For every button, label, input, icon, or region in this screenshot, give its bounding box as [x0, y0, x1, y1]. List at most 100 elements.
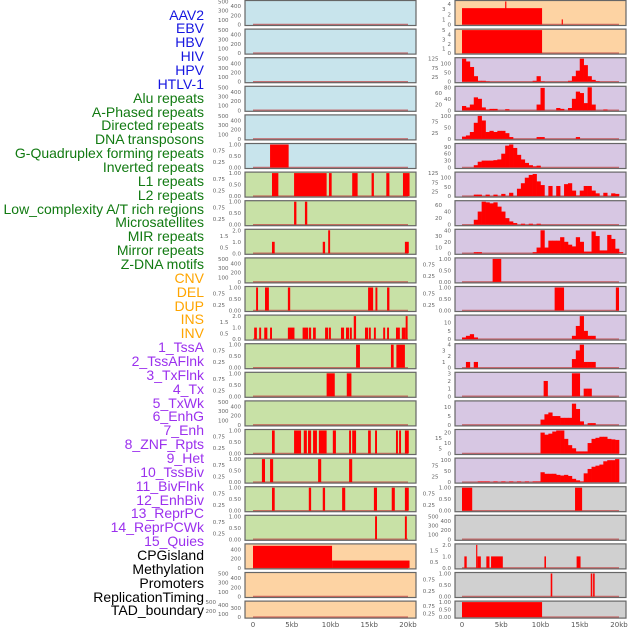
- data-bar: [497, 130, 502, 139]
- y-tick-label: 0.25: [213, 217, 226, 223]
- data-bar: [473, 337, 478, 340]
- data-bar: [346, 327, 350, 340]
- data-bar: [375, 287, 378, 311]
- data-bar: [611, 193, 616, 197]
- data-bar: [561, 19, 563, 25]
- data-bar: [396, 344, 405, 368]
- data-bar: [497, 159, 502, 168]
- data-bar: [462, 602, 543, 618]
- panel-frame: [454, 200, 627, 227]
- data-bar: [332, 430, 336, 454]
- data-bar: [532, 80, 537, 82]
- data-bar: [579, 316, 584, 340]
- track-label: Inverted repeats: [102, 158, 204, 175]
- panel-background: [245, 29, 416, 55]
- y-tick-label: 1.00: [439, 486, 452, 492]
- data-bar: [481, 80, 486, 82]
- y-tick-label: 500: [218, 28, 229, 34]
- y-tick-label: 0: [448, 23, 452, 29]
- y-tick-label: 100: [218, 590, 229, 596]
- y-tick-label: 4: [448, 343, 452, 349]
- y-tick-label: 1.0: [232, 240, 241, 246]
- data-bar: [548, 240, 553, 254]
- data-bar: [571, 246, 577, 254]
- y-tick-label: 10: [435, 246, 442, 252]
- y-tick-label: 30: [435, 234, 442, 240]
- track-label: TAD_boundary: [110, 602, 204, 619]
- data-bar: [304, 201, 308, 225]
- y-tick-label: 0.75: [213, 291, 226, 297]
- data-bar: [564, 241, 569, 254]
- data-bar: [485, 132, 490, 139]
- data-bar: [544, 247, 549, 254]
- y-tick-label: 0.50: [229, 154, 242, 160]
- track-label: Low_complexity A/T rich regions: [3, 200, 205, 217]
- data-bar: [528, 223, 533, 225]
- data-bar: [595, 437, 600, 454]
- y-tick-label: 20: [435, 216, 442, 222]
- data-bar: [352, 173, 358, 197]
- data-bar: [607, 234, 612, 254]
- data-bar: [391, 487, 395, 511]
- y-tick-label: 2: [448, 12, 452, 18]
- y-tick-label: 0.75: [213, 177, 226, 183]
- panel-frame: [454, 228, 627, 255]
- data-bar: [603, 436, 608, 454]
- data-bar: [501, 481, 506, 483]
- data-bar: [536, 181, 541, 197]
- data-bar: [294, 430, 302, 454]
- data-bar: [481, 120, 486, 139]
- data-bar: [371, 173, 374, 197]
- data-bar: [520, 159, 526, 168]
- y-tick-label: 3: [442, 348, 446, 354]
- y-tick-label: 2: [448, 354, 452, 360]
- data-bar: [571, 478, 577, 483]
- data-bar: [462, 8, 543, 25]
- x-tick-label: 15kb: [571, 621, 589, 629]
- data-bar: [524, 177, 530, 197]
- panel-frame: [454, 85, 627, 112]
- panel-frame: [454, 571, 627, 599]
- data-bar: [567, 244, 573, 254]
- data-bar: [583, 451, 588, 454]
- track-label: 15_Quies: [144, 533, 204, 550]
- data-bar: [462, 58, 467, 82]
- panel-frame: [244, 343, 417, 370]
- y-tick-label: 1.5: [220, 234, 229, 240]
- data-bar: [404, 241, 409, 254]
- panel-background: [245, 257, 416, 283]
- data-bar: [595, 193, 600, 197]
- data-bar: [611, 460, 616, 483]
- y-tick-label: 1.00: [229, 286, 242, 292]
- y-tick-label: 200: [231, 585, 242, 591]
- data-bar: [308, 487, 312, 511]
- y-tick-label: 0.50: [229, 497, 242, 503]
- panel-background: [455, 343, 626, 369]
- x-tick-label: 5kb: [495, 621, 509, 629]
- y-tick-label: 400: [231, 4, 242, 10]
- y-tick-label: 100: [218, 47, 229, 53]
- data-bar: [591, 466, 596, 483]
- panel-background: [245, 57, 416, 83]
- track-label: 13_ReprPC: [130, 505, 204, 522]
- data-bar: [313, 327, 316, 340]
- data-bar: [464, 556, 467, 568]
- y-tick-label: 0.0: [232, 251, 241, 257]
- data-bar: [579, 93, 584, 111]
- y-tick-label: 0: [238, 423, 242, 429]
- data-bar: [571, 403, 577, 425]
- y-tick-label: 0: [238, 80, 242, 86]
- data-bar: [505, 1, 507, 25]
- track-label: HPV: [175, 61, 204, 78]
- track-label: CPGisland: [137, 547, 204, 564]
- panel-background: [455, 572, 626, 598]
- y-tick-label: 5: [442, 28, 446, 34]
- y-tick-label: 0.25: [213, 503, 226, 509]
- y-tick-label: 0.50: [229, 469, 242, 475]
- data-bar: [619, 252, 624, 254]
- y-tick-label: 100: [218, 18, 229, 24]
- track-label: HTLV-1: [157, 75, 204, 92]
- y-tick-label: 0.25: [423, 589, 436, 595]
- panel-frame: [454, 28, 627, 55]
- data-bar: [567, 445, 573, 454]
